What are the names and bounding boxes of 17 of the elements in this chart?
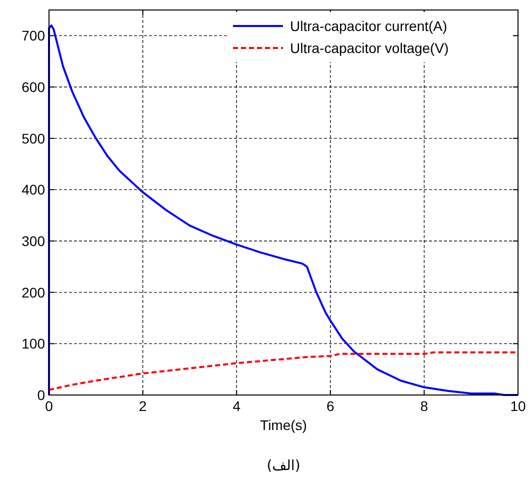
y-tick-label: 300 <box>22 233 46 249</box>
x-tick-label: 4 <box>232 398 241 414</box>
x-tick-label: 8 <box>420 398 428 414</box>
y-tick-label: 200 <box>22 284 46 300</box>
y-tick-label: 0 <box>37 387 46 403</box>
x-tick-label: 10 <box>510 398 526 414</box>
x-tick-label: 2 <box>138 398 147 414</box>
y-tick-label: 500 <box>22 130 46 146</box>
x-tick-label: 6 <box>326 398 334 414</box>
y-tick-label: 600 <box>22 79 46 95</box>
legend-label: Ultra-capacitor voltage(V) <box>290 40 449 56</box>
x-axis-title: Time(s) <box>260 417 307 433</box>
text: (الف) <box>266 458 300 474</box>
y-tick-label: 100 <box>22 336 46 352</box>
y-tick-label: 700 <box>22 28 46 44</box>
y-tick-label: 400 <box>22 182 46 198</box>
legend-label: Ultra-capacitor current(A) <box>290 18 448 34</box>
